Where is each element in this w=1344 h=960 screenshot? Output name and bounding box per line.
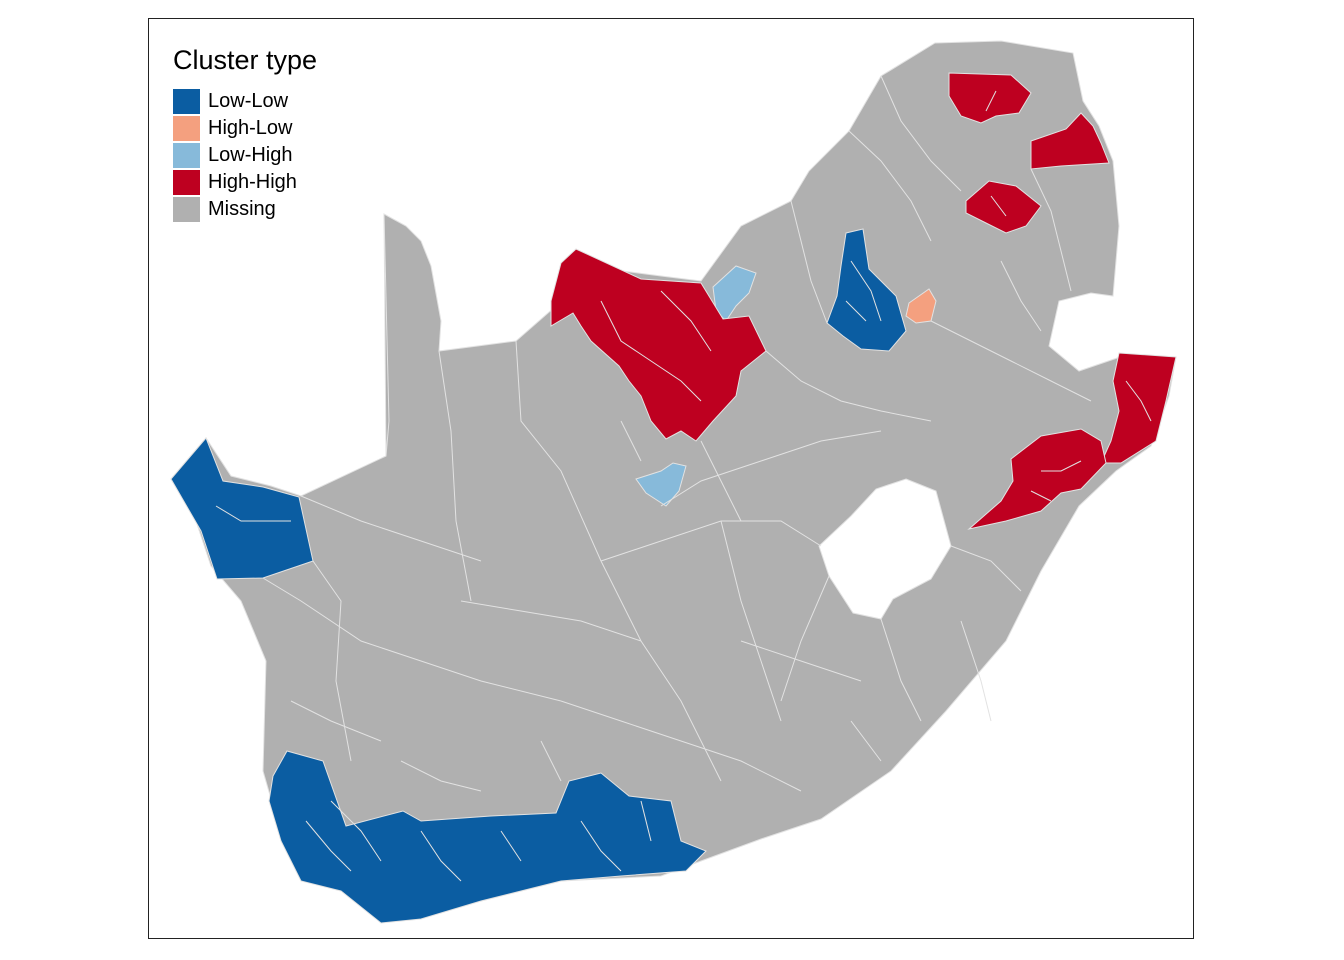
municipal-borders — [215, 75, 1152, 882]
legend-label: Missing — [208, 198, 276, 220]
swatch-square-icon — [173, 197, 200, 222]
region-high-high-limpopo-central — [965, 180, 1042, 234]
legend-title: Cluster type — [173, 45, 318, 75]
legend-item-missing: Missing — [173, 196, 317, 223]
legend-label: High-High — [208, 171, 297, 193]
map-panel: Cluster type Low-Low High-Low Low-High H… — [148, 18, 1194, 939]
legend-item-high-high: High-High — [173, 169, 317, 196]
legend-item-high-low: High-Low — [173, 115, 317, 142]
region-low-high-centre — [635, 462, 687, 507]
swatch-square-icon — [173, 143, 200, 168]
region-high-high-limpopo-east — [1030, 112, 1110, 170]
legend: Cluster type Low-Low High-Low Low-High H… — [173, 45, 317, 223]
region-high-high-kzn-inland — [967, 428, 1107, 530]
region-high-high-limpopo-north — [948, 72, 1032, 124]
lesotho-enclave — [818, 478, 952, 620]
region-low-low-west-coast — [170, 437, 314, 580]
swatch-square-icon — [173, 89, 200, 114]
legend-label: Low-Low — [208, 90, 289, 112]
region-low-low-gauteng — [826, 228, 907, 352]
region-low-low-southwest — [268, 750, 707, 924]
region-high-high-kzn-coast — [1100, 352, 1177, 464]
choropleth-map — [170, 40, 1177, 924]
swatch-square-icon — [173, 116, 200, 141]
legend-label: High-Low — [208, 117, 293, 139]
legend-item-low-low: Low-Low — [173, 88, 317, 115]
swatch-square-icon — [173, 170, 200, 195]
legend-item-low-high: Low-High — [173, 142, 317, 169]
region-high-high-northwest — [550, 248, 767, 442]
legend-label: Low-High — [208, 144, 293, 166]
